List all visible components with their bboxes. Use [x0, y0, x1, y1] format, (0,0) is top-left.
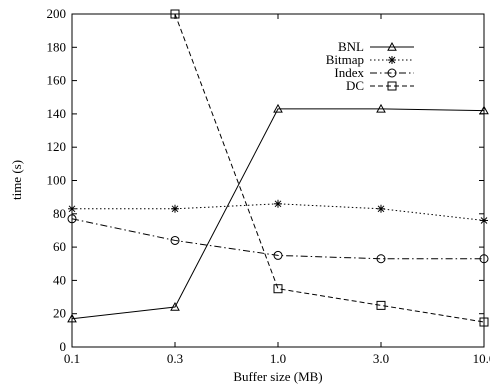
- data-point-bitmap: [68, 204, 76, 213]
- y-tick-label: 80: [53, 206, 66, 221]
- y-tick-label: 100: [47, 173, 67, 188]
- y-tick-label: 200: [47, 6, 67, 21]
- data-point-index: [67, 214, 77, 224]
- x-axis-ticks: 0.1 0.3 1.0 3.0 10.0: [64, 14, 490, 366]
- series-bitmap: [68, 199, 488, 225]
- star-stroke: [274, 200, 282, 208]
- legend-marker-bnl: [387, 41, 397, 51]
- star-stroke: [68, 205, 76, 213]
- legend-marker-bitmap: [388, 56, 396, 64]
- data-point-bnl: [170, 302, 180, 311]
- legend-marker-dc: [387, 81, 397, 91]
- x-tick-label: 10.0: [473, 351, 490, 366]
- x-tick-label: 1.0: [270, 351, 286, 366]
- x-axis-label: Buffer size (MB): [233, 369, 322, 384]
- data-point-dc: [376, 300, 386, 310]
- data-point-bnl: [273, 103, 283, 113]
- legend-label-bitmap: Bitmap: [326, 52, 364, 67]
- series-line-bitmap: [72, 203, 485, 221]
- y-tick-label: 60: [53, 239, 66, 254]
- star-stroke: [377, 205, 385, 213]
- y-tick-label: 120: [47, 139, 67, 154]
- x-tick-label: 3.0: [373, 351, 389, 366]
- x-tick-label: 0.3: [167, 351, 183, 366]
- series-line-dc: [174, 13, 485, 323]
- series-line-index: [71, 218, 484, 260]
- data-point-bnl: [376, 103, 386, 113]
- series-dc: [170, 9, 489, 327]
- star-stroke: [388, 56, 396, 64]
- legend-label-bnl: BNL: [338, 39, 364, 54]
- data-point-index: [376, 254, 386, 264]
- y-axis-ticks: 0 20 40 60 80 100 120 140 160 180 200: [47, 6, 484, 354]
- x-tick-label: 0.1: [64, 351, 80, 366]
- star-stroke: [480, 217, 488, 224]
- data-point-bitmap: [274, 199, 282, 208]
- data-point-bnl: [479, 105, 489, 115]
- y-tick-label: 180: [47, 39, 67, 54]
- legend-label-index: Index: [334, 65, 364, 80]
- data-point-dc: [479, 317, 489, 327]
- series-line-bnl: [71, 108, 485, 320]
- data-point-bitmap: [480, 216, 488, 225]
- series-index: [67, 214, 489, 264]
- y-tick-label: 160: [47, 73, 67, 88]
- star-stroke: [171, 205, 179, 213]
- data-point-dc: [170, 9, 180, 19]
- y-tick-label: 0: [60, 339, 67, 354]
- y-axis-label: time (s): [9, 160, 24, 200]
- y-tick-label: 40: [53, 272, 66, 287]
- data-point-bitmap: [377, 204, 385, 213]
- data-point-index: [479, 254, 489, 264]
- data-point-dc: [273, 284, 283, 294]
- series-layer: [67, 9, 489, 327]
- data-point-bitmap: [171, 204, 179, 213]
- y-tick-label: 140: [47, 106, 67, 121]
- plot-frame: [71, 13, 485, 348]
- data-point-bnl: [67, 313, 77, 323]
- legend-marker-index: [387, 68, 397, 78]
- legend-label-dc: DC: [346, 78, 364, 93]
- data-point-index: [273, 250, 283, 260]
- y-tick-label: 20: [53, 306, 66, 321]
- data-point-index: [170, 235, 180, 245]
- series-bnl: [67, 103, 489, 323]
